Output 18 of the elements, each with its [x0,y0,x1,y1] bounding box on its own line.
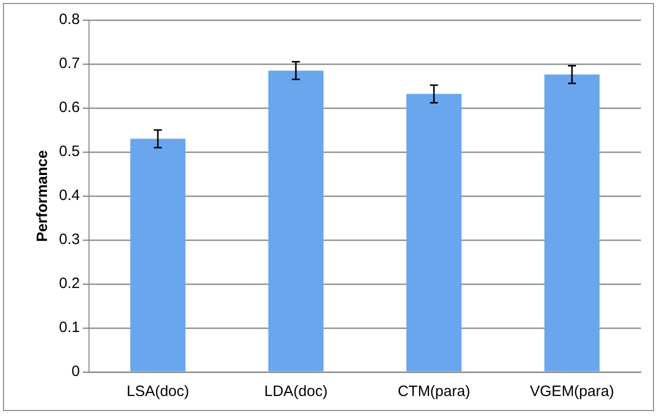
y-tick-label: 0.2 [58,275,80,292]
y-axis-title: Performance [34,150,52,242]
bar [268,70,324,372]
y-tick-label: 0.1 [58,319,80,336]
y-tick-label: 0.6 [58,99,80,116]
y-tick-label: 0 [72,363,80,380]
y-tick-label: 0.8 [58,11,80,28]
x-tick-label: VGEM(para) [530,383,614,400]
bar [406,94,462,372]
y-tick-label: 0.3 [58,231,80,248]
y-tick-label: 0.5 [58,143,80,160]
x-tick-label: CTM(para) [398,383,470,400]
y-tick-label: 0.4 [58,187,80,204]
y-tick-label: 0.7 [58,55,80,72]
bar [130,138,186,372]
x-tick-label: LDA(doc) [264,383,328,400]
bar [544,74,600,372]
x-tick-label: LSA(doc) [126,383,190,400]
